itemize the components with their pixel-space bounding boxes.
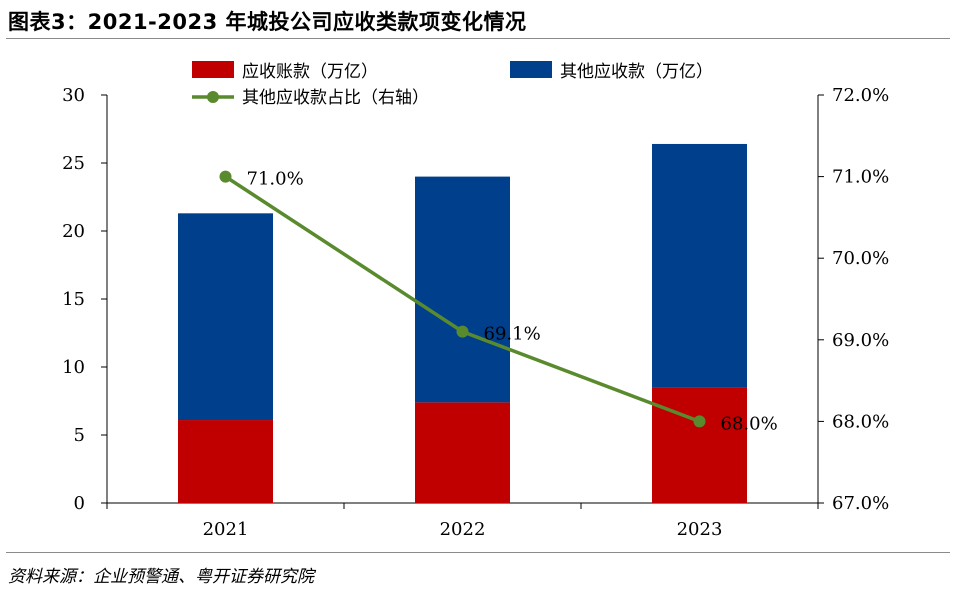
right-tick-label: 67.0% [832, 493, 889, 514]
right-tick-label: 68.0% [832, 411, 889, 432]
legend-label-receivables: 应收账款（万亿） [242, 62, 378, 82]
x-tick-label: 2023 [677, 519, 723, 540]
bottom-divider [6, 552, 950, 553]
x-tick-label: 2022 [440, 519, 486, 540]
right-tick-label: 70.0% [832, 248, 889, 269]
ratio-data-label: 69.1% [484, 324, 541, 345]
left-tick-label: 0 [74, 493, 85, 514]
legend: 应收账款（万亿） 其他应收款（万亿） 其他应收款占比（右轴） [192, 61, 713, 108]
axes: 0 5 10 15 20 25 30 67.0% 68.0% 69.0% 70.0% 71.0% 72.… [62, 85, 889, 540]
left-tick-label: 15 [62, 289, 85, 310]
left-tick-label: 25 [62, 153, 85, 174]
chart-title: 图表3：2021-2023 年城投公司应收类款项变化情况 [8, 10, 527, 34]
other-receivables-bar [652, 143, 747, 388]
left-tick-label: 30 [62, 85, 85, 106]
other-receivables-bar [415, 176, 510, 403]
legend-swatch-receivables [192, 61, 234, 78]
right-tick-label: 72.0% [832, 85, 889, 106]
source-note: 资料来源：企业预警通、粤开证券研究院 [8, 567, 314, 587]
ratio-line: 71.0% 69.1% 68.0% [219, 169, 778, 434]
receivables-bar [415, 402, 510, 503]
ratio-point [219, 170, 232, 183]
ratio-data-label: 71.0% [247, 169, 304, 190]
ratio-point [456, 325, 469, 338]
right-tick-label: 71.0% [832, 167, 889, 188]
left-tick-label: 10 [62, 357, 85, 378]
ratio-data-label: 68.0% [721, 413, 778, 434]
legend-label-other-receivables: 其他应收款（万亿） [560, 62, 713, 82]
receivables-bar [652, 387, 747, 503]
legend-label-ratio: 其他应收款占比（右轴） [242, 88, 429, 108]
receivables-bar [178, 420, 273, 503]
legend-swatch-ratio-marker [207, 91, 219, 103]
left-tick-label: 20 [62, 221, 85, 242]
chart-canvas: 应收账款（万亿） 其他应收款（万亿） 其他应收款占比（右轴） 0 5 10 15 20 25 3… [62, 61, 889, 540]
x-tick-label: 2021 [203, 519, 249, 540]
other-receivables-bar [178, 213, 273, 421]
legend-swatch-other-receivables [510, 61, 552, 78]
top-divider [6, 38, 950, 39]
left-tick-label: 5 [74, 425, 85, 446]
ratio-point [693, 415, 706, 428]
right-tick-label: 69.0% [832, 330, 889, 351]
bars [178, 143, 747, 503]
